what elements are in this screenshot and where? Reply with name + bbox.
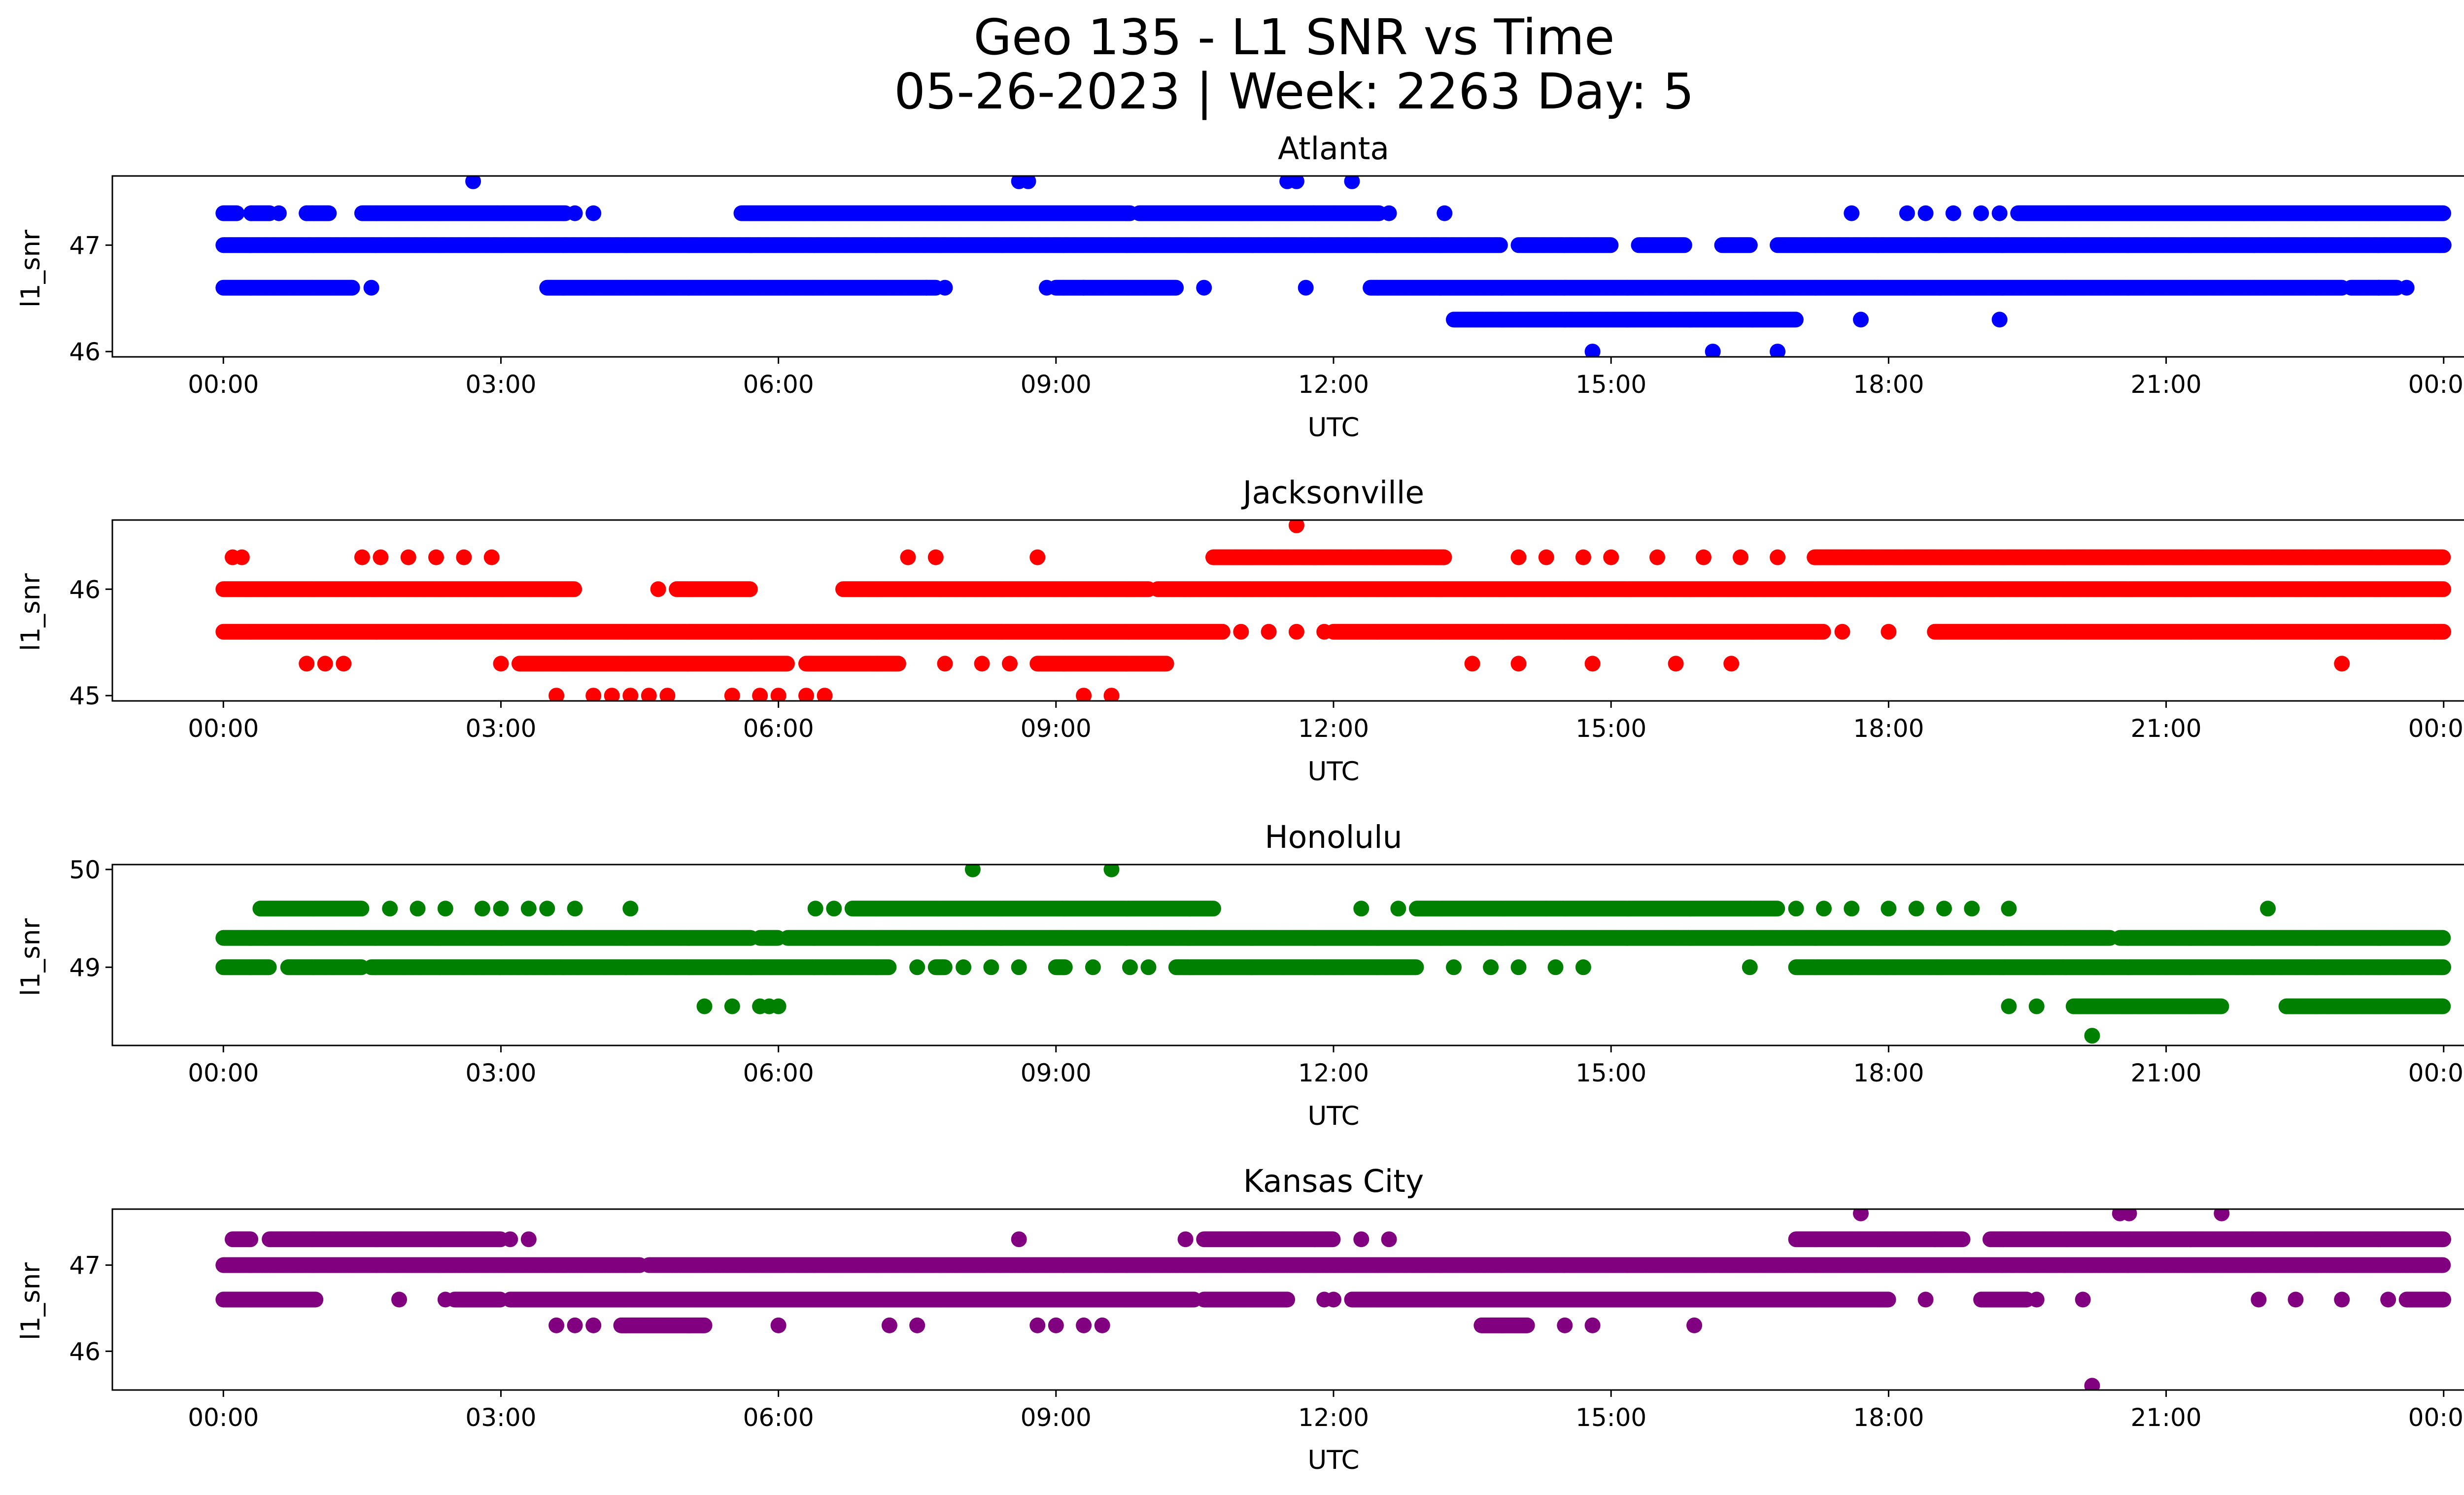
data-point: [585, 205, 602, 221]
data-point: [1298, 279, 1314, 296]
data-point: [1168, 279, 1184, 296]
data-point: [919, 279, 934, 296]
figure-title-line1: Geo 135 - L1 SNR vs Time: [974, 8, 1615, 66]
data-point: [1991, 205, 2008, 221]
plot-frame: [111, 175, 2464, 358]
x-tick-label: 12:00: [1298, 370, 1369, 399]
data-point: [2371, 279, 2387, 296]
figure-title-line2: 05-26-2023 | Week: 2263 Day: 5: [894, 63, 1694, 120]
x-axis-label: UTC: [1307, 413, 1359, 443]
data-point: [1492, 237, 1508, 253]
data-point: [299, 205, 315, 221]
data-point: [1039, 279, 1055, 296]
data-point: [363, 279, 379, 296]
data-point: [1917, 205, 1934, 221]
data-point: [1603, 237, 1619, 253]
data-point: [2398, 279, 2415, 296]
y-axis-label: l1_snr: [16, 573, 46, 651]
x-tick-label: 15:00: [1575, 370, 1646, 399]
subplot-title: Atlanta: [1278, 131, 1389, 167]
x-tick-label: 00:00: [2408, 370, 2464, 399]
data-point: [321, 205, 337, 221]
data-point: [1787, 312, 1804, 328]
data-point: [1437, 205, 1453, 221]
data-point: [937, 279, 953, 296]
data-point: [1973, 205, 1989, 221]
x-tick-label: 03:00: [465, 370, 536, 399]
x-tick-label: 09:00: [1021, 370, 1092, 399]
data-point: [1381, 205, 1397, 221]
data-point: [2435, 237, 2452, 253]
series-points: [215, 520, 2451, 701]
data-point: [243, 205, 259, 221]
x-tick-label: 00:00: [188, 370, 259, 399]
x-tick-label: 06:00: [743, 370, 814, 399]
y-axis-label: l1_snr: [16, 230, 46, 308]
data-point: [1676, 237, 1692, 253]
data-point: [271, 205, 287, 221]
x-tick-label: 21:00: [2130, 370, 2201, 399]
data-point: [229, 205, 245, 221]
subplot-title: Jacksonville: [1241, 475, 1424, 511]
data-point: [1196, 279, 1212, 296]
data-point: [1853, 312, 1869, 328]
plot-area: 00:00 03:00 06:00 09:00 12:00 15:00 18:00 21:00…: [69, 175, 2464, 399]
subplot-atlanta: Atlanta l1_snr UTC 00:00 03:00 06:00 09:00 1…: [16, 131, 2464, 443]
data-point: [1742, 237, 1758, 253]
data-point: [1899, 205, 1915, 221]
subplot-jacksonville: Jacksonville l1_snr UTC 00:00 03:00 06:00 0…: [16, 475, 2464, 787]
data-point: [2435, 205, 2451, 221]
data-point: [1844, 205, 1860, 221]
data-point: [344, 279, 360, 296]
series-points: [215, 176, 2452, 357]
data-point: [1076, 279, 1092, 296]
data-point: [567, 205, 583, 221]
x-axis-label: UTC: [1307, 757, 1359, 787]
y-tick-label: 47: [69, 231, 101, 260]
plot-area: 00:00 03:00 06:00 09:00 12:00 15:00 18:00 21:00…: [69, 519, 2464, 743]
y-tick-label: 46: [69, 338, 101, 366]
x-tick-label: 18:00: [1853, 370, 1924, 399]
data-point: [1945, 205, 1961, 221]
data-point: [1991, 312, 2008, 328]
